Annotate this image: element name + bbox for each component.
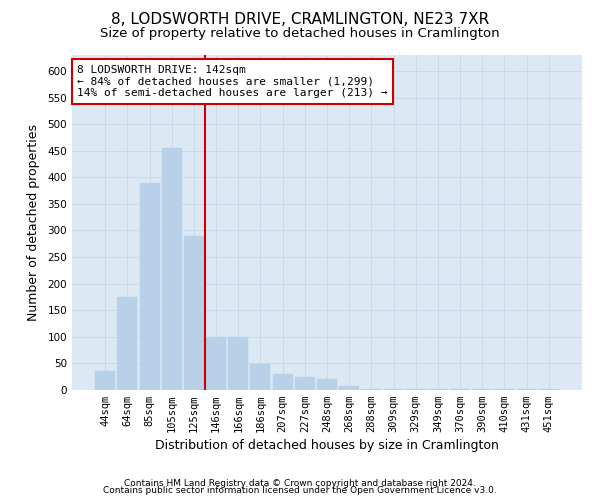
Bar xyxy=(206,337,226,390)
Bar xyxy=(118,297,137,390)
Text: Contains public sector information licensed under the Open Government Licence v3: Contains public sector information licen… xyxy=(103,486,497,495)
Bar xyxy=(361,389,382,390)
Text: Contains HM Land Registry data © Crown copyright and database right 2024.: Contains HM Land Registry data © Crown c… xyxy=(124,478,476,488)
Bar xyxy=(228,337,248,390)
Text: Size of property relative to detached houses in Cramlington: Size of property relative to detached ho… xyxy=(100,28,500,40)
Bar xyxy=(339,386,359,390)
Bar xyxy=(295,376,315,390)
X-axis label: Distribution of detached houses by size in Cramlington: Distribution of detached houses by size … xyxy=(155,440,499,452)
Bar xyxy=(95,372,115,390)
Bar xyxy=(250,364,271,390)
Text: 8 LODSWORTH DRIVE: 142sqm
← 84% of detached houses are smaller (1,299)
14% of se: 8 LODSWORTH DRIVE: 142sqm ← 84% of detac… xyxy=(77,65,388,98)
Bar xyxy=(140,182,160,390)
Bar xyxy=(317,380,337,390)
Bar xyxy=(272,374,293,390)
Bar xyxy=(406,389,426,390)
Text: 8, LODSWORTH DRIVE, CRAMLINGTON, NE23 7XR: 8, LODSWORTH DRIVE, CRAMLINGTON, NE23 7X… xyxy=(111,12,489,28)
Y-axis label: Number of detached properties: Number of detached properties xyxy=(28,124,40,321)
Bar xyxy=(162,148,182,390)
Bar xyxy=(184,236,204,390)
